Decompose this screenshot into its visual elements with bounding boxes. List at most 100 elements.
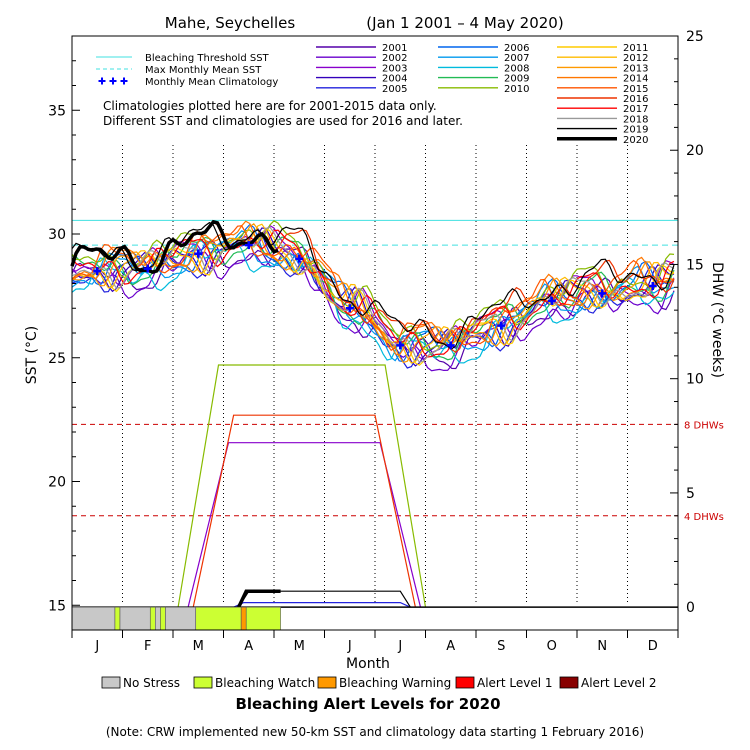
legend-reference-label: Max Monthly Mean SST bbox=[145, 65, 262, 76]
alert-legend-swatch bbox=[317, 676, 337, 689]
dhw-series-2020 bbox=[237, 589, 281, 608]
alert-segment bbox=[155, 606, 161, 631]
alert-legend-label: Bleaching Warning bbox=[339, 676, 451, 690]
climatology-point bbox=[244, 241, 253, 250]
legend-year-label: 2003 bbox=[382, 63, 407, 74]
chart-title: Mahe, Seychelles (Jan 1 2001 – 4 May 202… bbox=[165, 14, 564, 32]
climatology-point bbox=[345, 304, 354, 313]
legend-reference-label: Bleaching Threshold SST bbox=[145, 53, 270, 64]
legend-year-label: 2005 bbox=[382, 84, 407, 95]
sst-series-2014 bbox=[71, 220, 675, 357]
title-range: (Jan 1 2001 – 4 May 2020) bbox=[366, 14, 563, 32]
alert-segment bbox=[245, 606, 281, 631]
month-label: A bbox=[446, 639, 455, 654]
legend-year-label: 2009 bbox=[504, 74, 529, 85]
right-tick-label: 0 bbox=[686, 600, 695, 616]
climatology-point bbox=[497, 321, 506, 330]
alert-legend-label: Alert Level 1 bbox=[477, 676, 553, 690]
sst-series-2008 bbox=[71, 242, 675, 364]
alert-legend-swatch bbox=[559, 676, 579, 689]
legend-year-label: 2010 bbox=[504, 84, 529, 95]
month-label: J bbox=[397, 639, 402, 654]
alert-segment bbox=[114, 606, 121, 631]
sst-series-2015 bbox=[71, 225, 675, 352]
climatology-point bbox=[295, 254, 304, 263]
month-label: A bbox=[244, 639, 253, 654]
dhw-reference-label: 8 DHWs bbox=[684, 420, 724, 431]
month-label: M bbox=[193, 639, 204, 654]
right-tick-label: 20 bbox=[686, 143, 704, 159]
legend-year-label: 2013 bbox=[623, 63, 648, 74]
legend-year-label: 2001 bbox=[382, 43, 407, 54]
right-axis-label: DHW (°C weeks) bbox=[709, 262, 725, 378]
sst-series-2010 bbox=[71, 220, 675, 352]
climatology-point bbox=[93, 267, 102, 276]
legend-year-label: 2014 bbox=[623, 74, 648, 85]
left-tick-label: 15 bbox=[48, 598, 66, 614]
climatology-point bbox=[446, 341, 455, 350]
climatology-note: Climatologies plotted here are for 2001-… bbox=[103, 99, 437, 113]
left-tick-label: 30 bbox=[48, 227, 66, 243]
left-tick-label: 20 bbox=[48, 475, 66, 491]
left-tick-label: 25 bbox=[48, 351, 66, 367]
alert-segment bbox=[195, 606, 242, 631]
dhw-series-2010 bbox=[177, 364, 427, 608]
climatology-point bbox=[648, 281, 657, 290]
month-label: F bbox=[144, 639, 151, 654]
legend-year-label: 2002 bbox=[382, 53, 407, 64]
legend-year-label: 2020 bbox=[623, 135, 648, 146]
alert-legend-swatch bbox=[455, 676, 475, 689]
alert-segment bbox=[165, 606, 197, 631]
alert-legend-swatch bbox=[101, 676, 121, 689]
legend-climatology-marker bbox=[98, 77, 106, 85]
alert-legend-label: No Stress bbox=[123, 676, 180, 690]
month-label: D bbox=[648, 639, 658, 654]
right-tick-label: 15 bbox=[686, 257, 704, 273]
alert-segment bbox=[119, 606, 151, 631]
climatology-point bbox=[547, 296, 556, 305]
alert-segment bbox=[71, 606, 116, 631]
sst-series-2018 bbox=[71, 226, 675, 363]
climatology-point bbox=[143, 264, 152, 273]
climatology-point bbox=[598, 289, 607, 298]
sst-series-2002 bbox=[71, 246, 675, 372]
month-label: M bbox=[294, 639, 305, 654]
month-label: S bbox=[497, 639, 505, 654]
right-tick-label: 25 bbox=[686, 29, 704, 45]
legend-climatology-marker bbox=[109, 77, 117, 85]
legend-year-label: 2016 bbox=[623, 94, 648, 105]
left-axis-label: SST (°C) bbox=[24, 326, 40, 384]
legend-year-label: 2018 bbox=[623, 114, 648, 125]
x-axis-label: Month bbox=[346, 656, 390, 672]
sst-series-2007 bbox=[71, 230, 675, 362]
alert-legend-swatch bbox=[193, 676, 213, 689]
alert-legend-label: Alert Level 2 bbox=[581, 676, 657, 690]
sst-series-2020 bbox=[70, 219, 279, 274]
climatology-point bbox=[396, 341, 405, 350]
alert-segment bbox=[240, 606, 247, 631]
legend-year-label: 2019 bbox=[623, 125, 648, 136]
climatology-note: Different SST and climatologies are used… bbox=[103, 114, 463, 128]
alert-levels-title: Bleaching Alert Levels for 2020 bbox=[235, 695, 500, 713]
sst-series-2017 bbox=[71, 229, 675, 358]
climatology-point bbox=[194, 249, 203, 258]
right-tick-label: 10 bbox=[686, 372, 704, 388]
dhw-reference-label: 4 DHWs bbox=[684, 512, 724, 523]
right-tick-label: 5 bbox=[686, 486, 695, 502]
legend-year-label: 2015 bbox=[623, 84, 648, 95]
legend-year-label: 2006 bbox=[504, 43, 529, 54]
dhw-series-2003 bbox=[187, 442, 422, 608]
legend-climatology-marker bbox=[120, 77, 128, 85]
left-tick-label: 35 bbox=[48, 103, 66, 119]
title-location: Mahe, Seychelles bbox=[165, 14, 296, 32]
legend-year-label: 2008 bbox=[504, 63, 529, 74]
dhw-series-2016 bbox=[192, 414, 416, 608]
month-label: J bbox=[347, 639, 352, 654]
legend-year-label: 2011 bbox=[623, 43, 648, 54]
legend-year-label: 2017 bbox=[623, 104, 648, 115]
alert-legend-label: Bleaching Watch bbox=[215, 676, 315, 690]
month-label: N bbox=[597, 639, 607, 654]
legend-year-label: 2004 bbox=[382, 74, 407, 85]
month-label: J bbox=[94, 639, 99, 654]
